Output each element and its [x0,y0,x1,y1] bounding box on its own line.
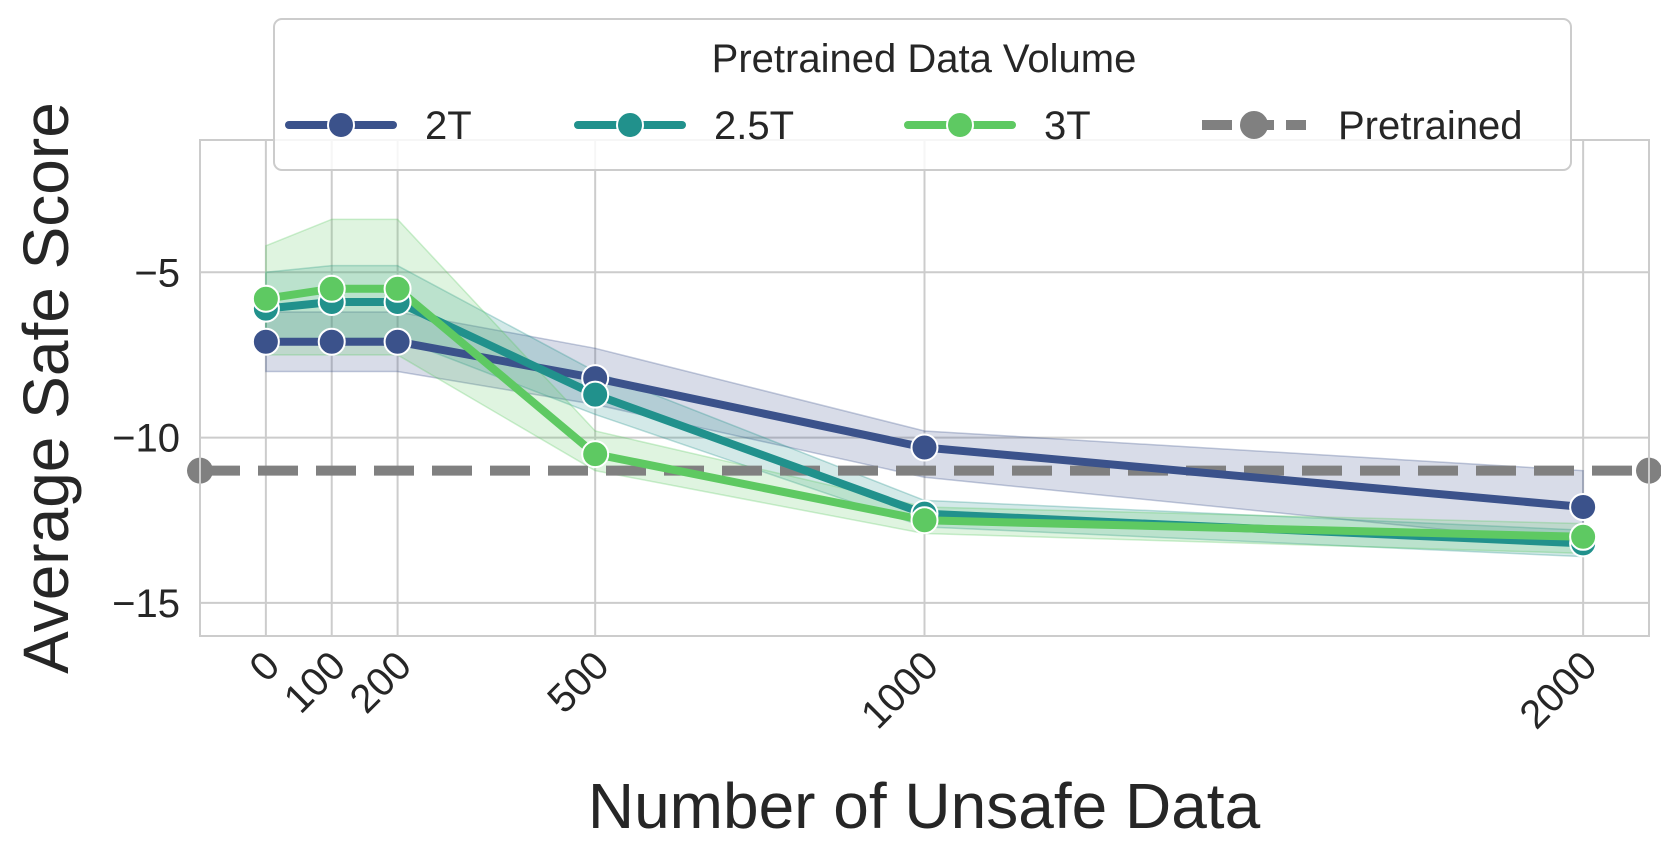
data-point-3T [1569,522,1598,551]
x-tick-label: 100 [276,643,354,721]
data-point-3T [317,274,346,303]
data-point-2T [317,327,346,356]
y-axis-label: Average Safe Score [10,102,82,674]
legend-label-2T: 2T [425,104,472,148]
data-point-3T [383,274,412,303]
legend-label-Pretrained: Pretrained [1338,104,1523,148]
gridlines [200,140,1649,636]
data-point-2T [251,327,280,356]
legend-marker-3T [946,111,974,139]
x-tick-label: 500 [539,643,617,721]
legend-label-3T: 3T [1044,104,1091,148]
legend-marker-2T [327,111,355,139]
y-tick-label: −10 [112,417,180,461]
x-tick-label: 200 [342,643,420,721]
data-point-3T [910,506,939,535]
legend-label-2.5T: 2.5T [714,104,794,148]
data-point-2T [1569,493,1598,522]
legend-title: Pretrained Data Volume [712,37,1137,81]
legend-entries: 2T 2.5T 3T Pretrained [285,104,1523,148]
data-point-2.5T [581,380,610,409]
x-tick-label: 0 [241,643,288,690]
x-tick-label: 1000 [853,643,947,737]
series-points [251,274,1598,558]
legend: Pretrained Data Volume 2T 2.5T 3T Pretraine… [273,18,1572,171]
data-point-2T [383,327,412,356]
legend-marker-2.5T [616,111,644,139]
x-tick-label: 2000 [1511,643,1605,737]
y-tick-labels: −5 −10 −15 [112,251,180,626]
y-tick-label: −15 [112,582,180,626]
legend-marker-Pretrained [1240,111,1268,139]
data-point-2T [910,433,939,462]
y-tick-label: −5 [134,251,180,295]
data-point-3T [251,284,280,313]
data-point-3T [581,440,610,469]
x-axis-label: Number of Unsafe Data [588,770,1261,842]
